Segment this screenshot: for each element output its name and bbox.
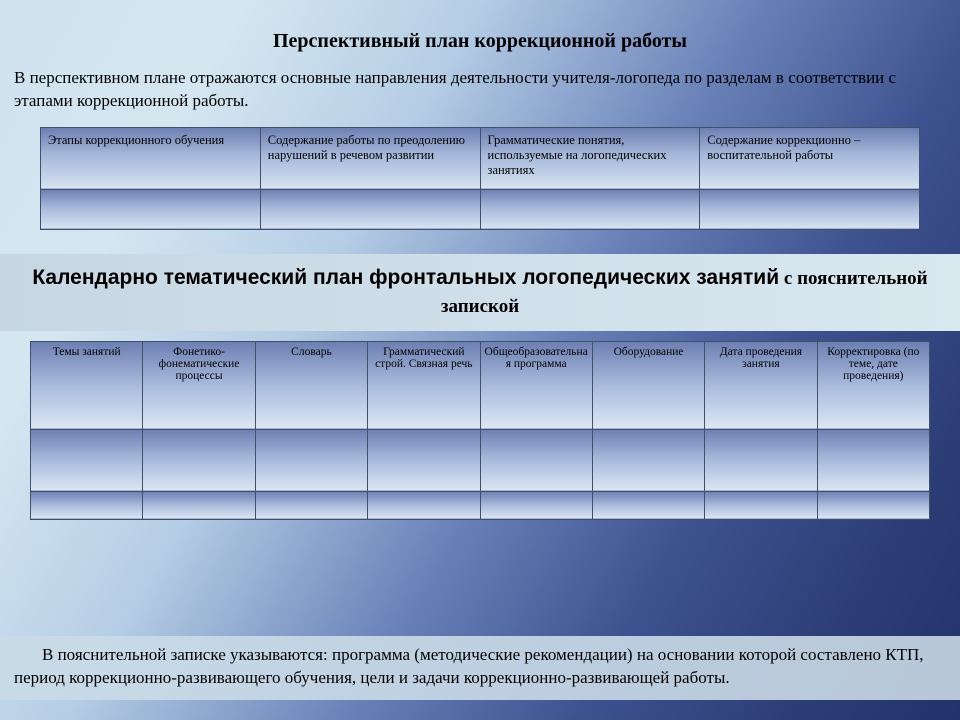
empty-cell: [817, 429, 929, 491]
col-header: Фонетико-фонематические процессы: [143, 341, 255, 429]
col-header: Корректировка (по теме, дате проведения): [817, 341, 929, 429]
table-row: [31, 429, 930, 491]
col-header: Оборудование: [592, 341, 704, 429]
empty-cell: [260, 189, 480, 229]
table-row: Темы занятий Фонетико-фонематические про…: [31, 341, 930, 429]
mid-heading-band: Календарно тематический план фронтальных…: [0, 254, 960, 331]
page-title: Перспективный план коррекционной работы: [0, 0, 960, 67]
empty-cell: [480, 189, 700, 229]
table-row: Этапы коррекционного обучения Содержание…: [41, 127, 920, 189]
empty-cell: [705, 491, 817, 519]
empty-cell: [705, 429, 817, 491]
table-row: [41, 189, 920, 229]
calendar-plan-table: Темы занятий Фонетико-фонематические про…: [30, 341, 930, 520]
intro-text: В перспективном плане отражаются основны…: [0, 67, 960, 127]
empty-cell: [368, 429, 480, 491]
empty-cell: [592, 491, 704, 519]
empty-cell: [41, 189, 261, 229]
col-header: Грамматический строй. Связная речь: [368, 341, 480, 429]
col-header: Дата проведения занятия: [705, 341, 817, 429]
col-header: Содержание работы по преодолению нарушен…: [260, 127, 480, 189]
table1-wrap: Этапы коррекционного обучения Содержание…: [0, 127, 960, 230]
mid-title-main: Календарно тематический план фронтальных…: [32, 266, 779, 289]
col-header: Темы занятий: [31, 341, 143, 429]
table-row: [31, 491, 930, 519]
empty-cell: [480, 429, 592, 491]
col-header: Грамматические понятия, используемые на …: [480, 127, 700, 189]
empty-cell: [255, 491, 367, 519]
empty-cell: [31, 429, 143, 491]
empty-cell: [592, 429, 704, 491]
empty-cell: [143, 491, 255, 519]
perspective-plan-table: Этапы коррекционного обучения Содержание…: [40, 127, 920, 230]
empty-cell: [143, 429, 255, 491]
empty-cell: [31, 491, 143, 519]
table2-wrap: Темы занятий Фонетико-фонематические про…: [0, 341, 960, 520]
footnote-band: В пояснительной записке указываются: про…: [0, 636, 960, 700]
mid-title: Календарно тематический план фронтальных…: [30, 264, 930, 321]
col-header: Содержание коррекционно – воспитательной…: [700, 127, 920, 189]
empty-cell: [368, 491, 480, 519]
empty-cell: [700, 189, 920, 229]
col-header: Словарь: [255, 341, 367, 429]
empty-cell: [255, 429, 367, 491]
footnote-text: В пояснительной записке указываются: про…: [14, 644, 946, 690]
empty-cell: [817, 491, 929, 519]
col-header: Общеобразовательная программа: [480, 341, 592, 429]
empty-cell: [480, 491, 592, 519]
col-header: Этапы коррекционного обучения: [41, 127, 261, 189]
